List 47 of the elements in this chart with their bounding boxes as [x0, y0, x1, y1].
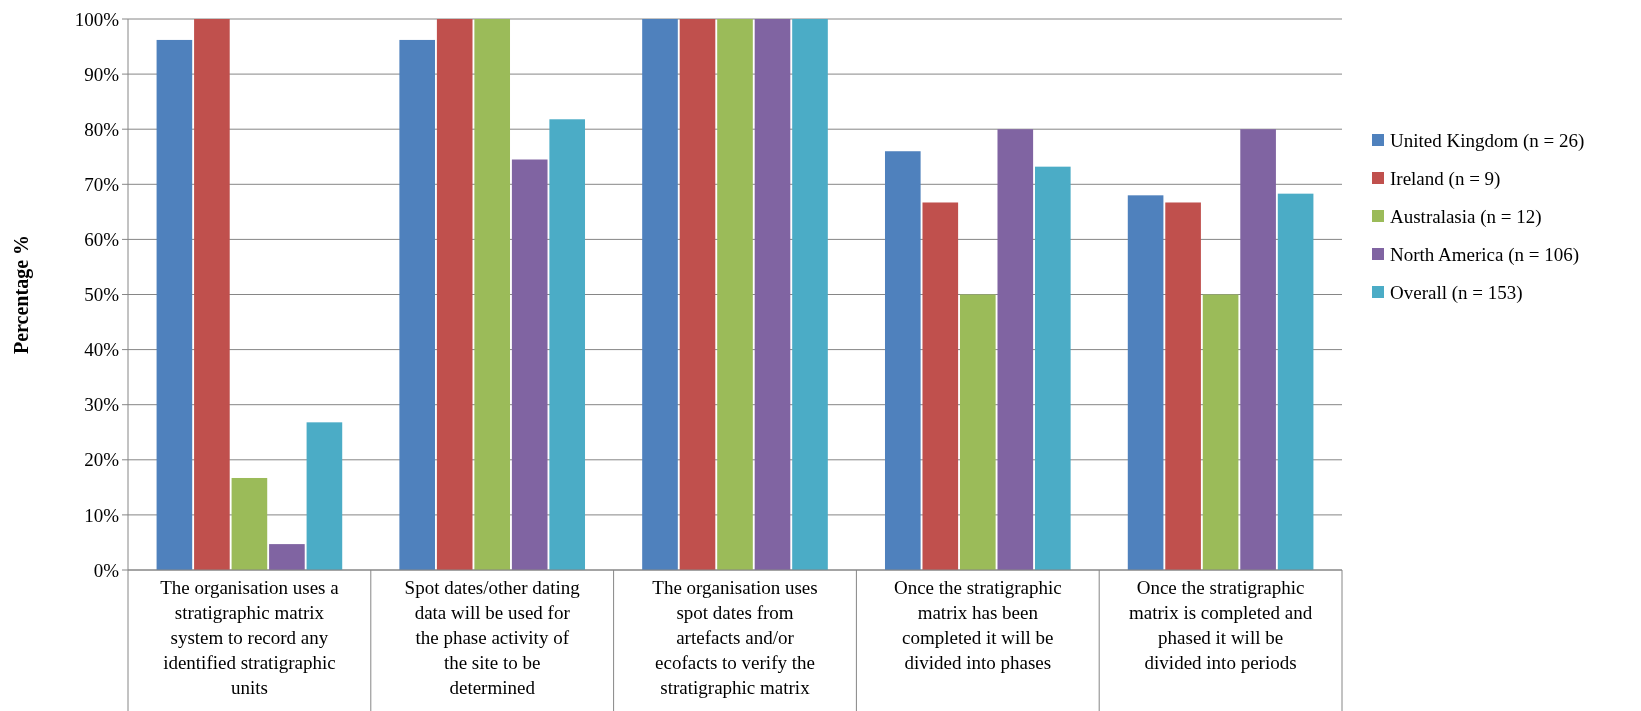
- bar: [194, 19, 230, 570]
- y-tick-label: 90%: [84, 63, 120, 85]
- bar: [231, 477, 268, 570]
- bar: [1165, 202, 1201, 570]
- bar: [1240, 129, 1276, 570]
- bar: [156, 39, 193, 570]
- bar: [922, 202, 959, 570]
- legend-label: Ireland (n = 9): [1390, 167, 1501, 190]
- y-tick-label: 60%: [84, 229, 120, 251]
- x-tick-label: Spot dates/other dating data will be used for the phase activity of the site to be determined: [404, 577, 581, 698]
- legend-label: North America (n = 106): [1390, 243, 1580, 266]
- y-tick-label: 100%: [74, 8, 120, 30]
- x-tick-label: Once the stratigraphic matrix is completed and phased it will be divided into periods: [1129, 577, 1313, 673]
- bar: [549, 119, 586, 570]
- bar: [1034, 166, 1071, 570]
- bar: [884, 151, 921, 570]
- bar: [511, 159, 548, 570]
- bar: [399, 39, 436, 570]
- bar: [959, 294, 996, 570]
- y-tick-label: 10%: [84, 504, 120, 526]
- bar: [1202, 294, 1239, 570]
- bar: [642, 19, 678, 570]
- y-tick-label: 30%: [84, 394, 120, 416]
- bar: [997, 129, 1034, 570]
- bar: [717, 19, 753, 570]
- x-tick-label: Once the stratigraphic matrix has been completed it will be divided into phases: [893, 577, 1062, 673]
- bar: [474, 19, 511, 570]
- y-tick-label: 80%: [84, 118, 120, 140]
- x-tick-label: The organisation uses a stratigraphic matrix system to record any identified stratigraphic units: [160, 577, 340, 698]
- bar: [792, 19, 828, 570]
- bar: [306, 422, 343, 570]
- bar: [679, 19, 716, 570]
- bar: [436, 19, 473, 570]
- y-tick-label: 50%: [84, 284, 120, 306]
- bar: [269, 544, 305, 570]
- legend-label: United Kingdom (n = 26): [1390, 129, 1585, 152]
- x-tick-label: The organisation uses spot dates from artefacts and/or ecofacts to verify the stratigraphic matrix: [652, 577, 818, 698]
- bar: [1127, 195, 1164, 570]
- y-tick-label: 70%: [84, 173, 120, 195]
- bar: [1277, 193, 1314, 570]
- y-axis-title: Percentage %: [10, 234, 33, 355]
- bar: [754, 19, 791, 570]
- y-tick-label: 40%: [84, 339, 120, 361]
- y-tick-label: 0%: [93, 559, 120, 581]
- y-tick-label: 20%: [84, 449, 120, 471]
- legend-label: Overall (n = 153): [1390, 281, 1523, 304]
- legend-label: Australasia (n = 12): [1390, 205, 1542, 228]
